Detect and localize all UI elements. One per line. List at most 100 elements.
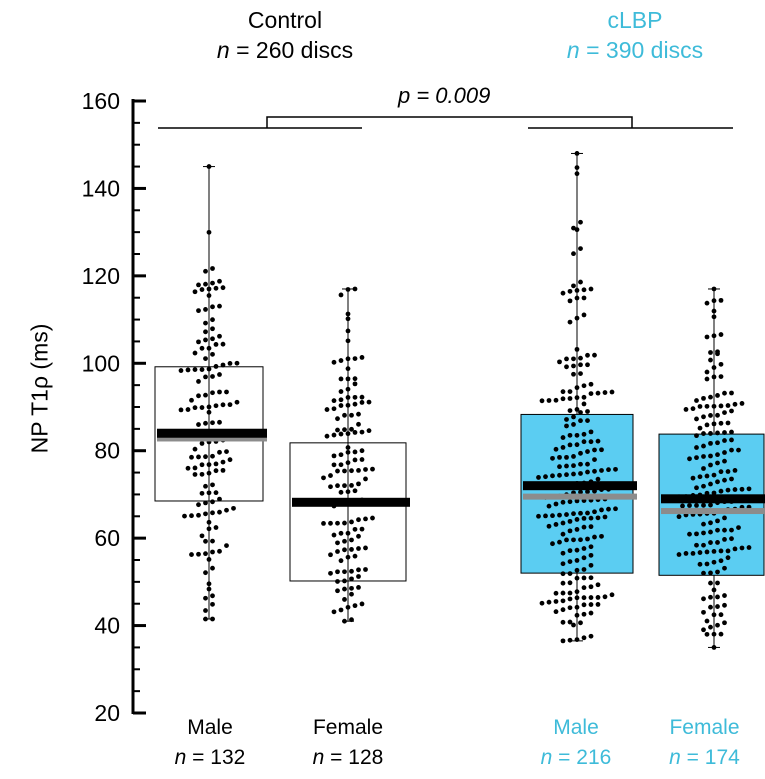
data-point [366,428,372,434]
data-point [192,405,198,411]
data-point [356,411,361,417]
data-point [574,165,580,170]
data-point [567,408,573,413]
mean-bar [661,508,765,515]
data-point [345,554,351,560]
data-point [588,439,594,445]
data-point [199,533,205,539]
data-point [196,339,201,345]
data-point [574,595,580,601]
data-point [206,519,212,525]
data-point [224,449,229,454]
data-point [567,619,573,625]
data-point [196,282,201,288]
data-point [567,596,573,602]
data-point [708,350,713,355]
data-point [701,483,706,489]
data-point [352,356,358,362]
data-point [701,570,706,576]
x-label-control-male: Male n = 132 [174,716,246,769]
data-point [199,441,205,446]
y-tick-label: 20 [94,700,120,726]
data-point [701,443,706,449]
data-point [729,390,734,396]
data-point [539,600,545,606]
data-point [335,569,340,575]
data-point [581,524,587,530]
data-point [342,520,347,526]
data-point [206,581,212,587]
data-point [588,515,594,521]
data-point [189,552,194,557]
data-point [331,462,337,468]
data-point [553,522,559,527]
data-point [560,520,566,526]
data-point [722,430,727,435]
data-point [359,355,365,360]
data-point [595,476,601,482]
data-point [711,631,717,637]
data-point [359,601,365,607]
data-point [338,389,344,394]
data-point [217,509,222,515]
data-point [560,531,566,537]
data-point [690,406,696,412]
data-point [729,447,734,453]
data-point [732,487,738,492]
data-point [352,488,358,494]
data-point [338,558,344,564]
data-point [331,406,337,412]
data-point [560,290,566,296]
data-point [546,523,552,529]
data-point [557,359,562,365]
data-point [560,445,566,450]
data-point [352,457,358,463]
data-point [345,338,351,344]
data-point [196,308,201,314]
data-point [722,593,727,598]
data-point [342,483,347,489]
data-point [676,552,682,557]
data-point [213,342,219,347]
data-point [220,341,226,347]
data-point [206,586,212,592]
data-point [192,472,198,477]
data-point [708,462,713,468]
data-point [571,283,576,289]
data-point [210,374,215,379]
data-point [546,599,552,605]
data-point [234,360,240,366]
data-point [708,481,713,487]
data-point [701,542,706,548]
data-point [715,518,720,524]
data-point [224,507,229,513]
data-point [210,420,215,426]
data-point [352,449,358,455]
data-point [553,609,559,615]
data-point [711,645,717,650]
data-point [729,536,734,542]
data-point [574,171,580,177]
data-point [178,368,184,373]
data-point [711,472,717,478]
data-point [567,432,573,438]
clbp-title: cLBP [607,7,663,33]
data-point [578,620,583,626]
data-point [578,537,583,543]
data-point [536,475,541,480]
data-point [564,454,569,460]
data-point [581,287,587,293]
data-point [571,471,576,477]
data-point [557,472,562,478]
data-point [553,446,559,452]
data-point [676,514,682,520]
data-point [349,576,354,582]
data-point [574,558,580,563]
data-point [718,420,724,426]
data-point [359,448,365,454]
data-point [536,513,541,519]
data-point [574,385,580,391]
data-point [324,433,330,439]
data-point [199,287,205,292]
data-point [578,461,583,467]
